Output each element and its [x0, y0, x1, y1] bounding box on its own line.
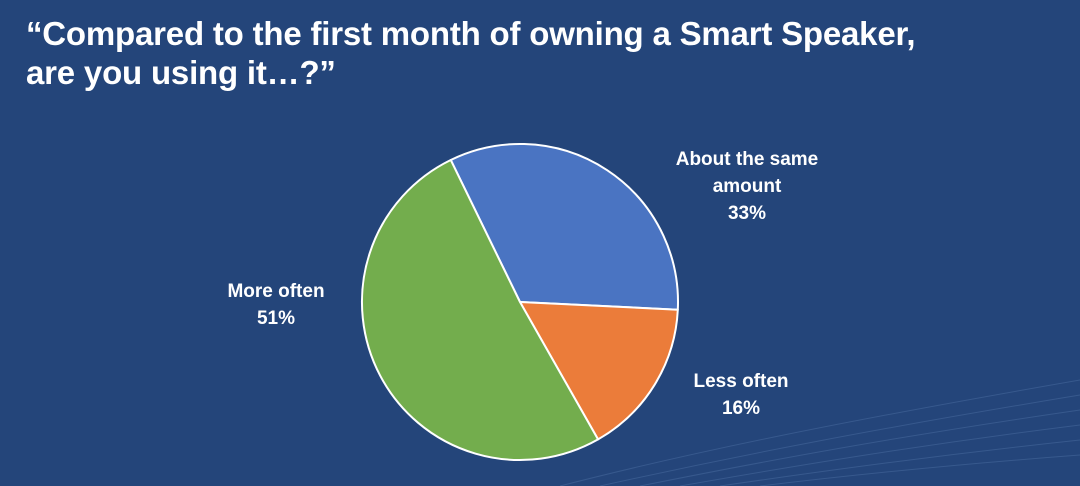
slice-value-about-the-same: 33%	[727, 203, 767, 224]
pie-slice-more-often	[360, 158, 600, 462]
slice-label-more-often: More often 51%	[196, 278, 356, 332]
pie-slice-about-the-same	[449, 143, 679, 311]
title-line-1: “Compared to the first month of owning a…	[26, 15, 916, 52]
slice-label-about-the-same-line-1: About the same	[675, 149, 819, 170]
title-line-2: are you using it…?”	[26, 54, 336, 91]
slice-label-less-often: Less often 16%	[676, 368, 806, 422]
slice-label-about-the-same-line-2: amount	[712, 176, 782, 197]
slice-label-less-often-text: Less often	[693, 371, 789, 392]
slice-label-more-often-text: More often	[227, 281, 325, 302]
slice-value-more-often: 51%	[256, 308, 296, 329]
page-title: “Compared to the first month of owning a…	[26, 14, 1066, 92]
slice-label-about-the-same: About the same amount 33%	[652, 146, 842, 227]
pie-slice-less-often	[519, 301, 679, 441]
slice-value-less-often: 16%	[721, 398, 761, 419]
